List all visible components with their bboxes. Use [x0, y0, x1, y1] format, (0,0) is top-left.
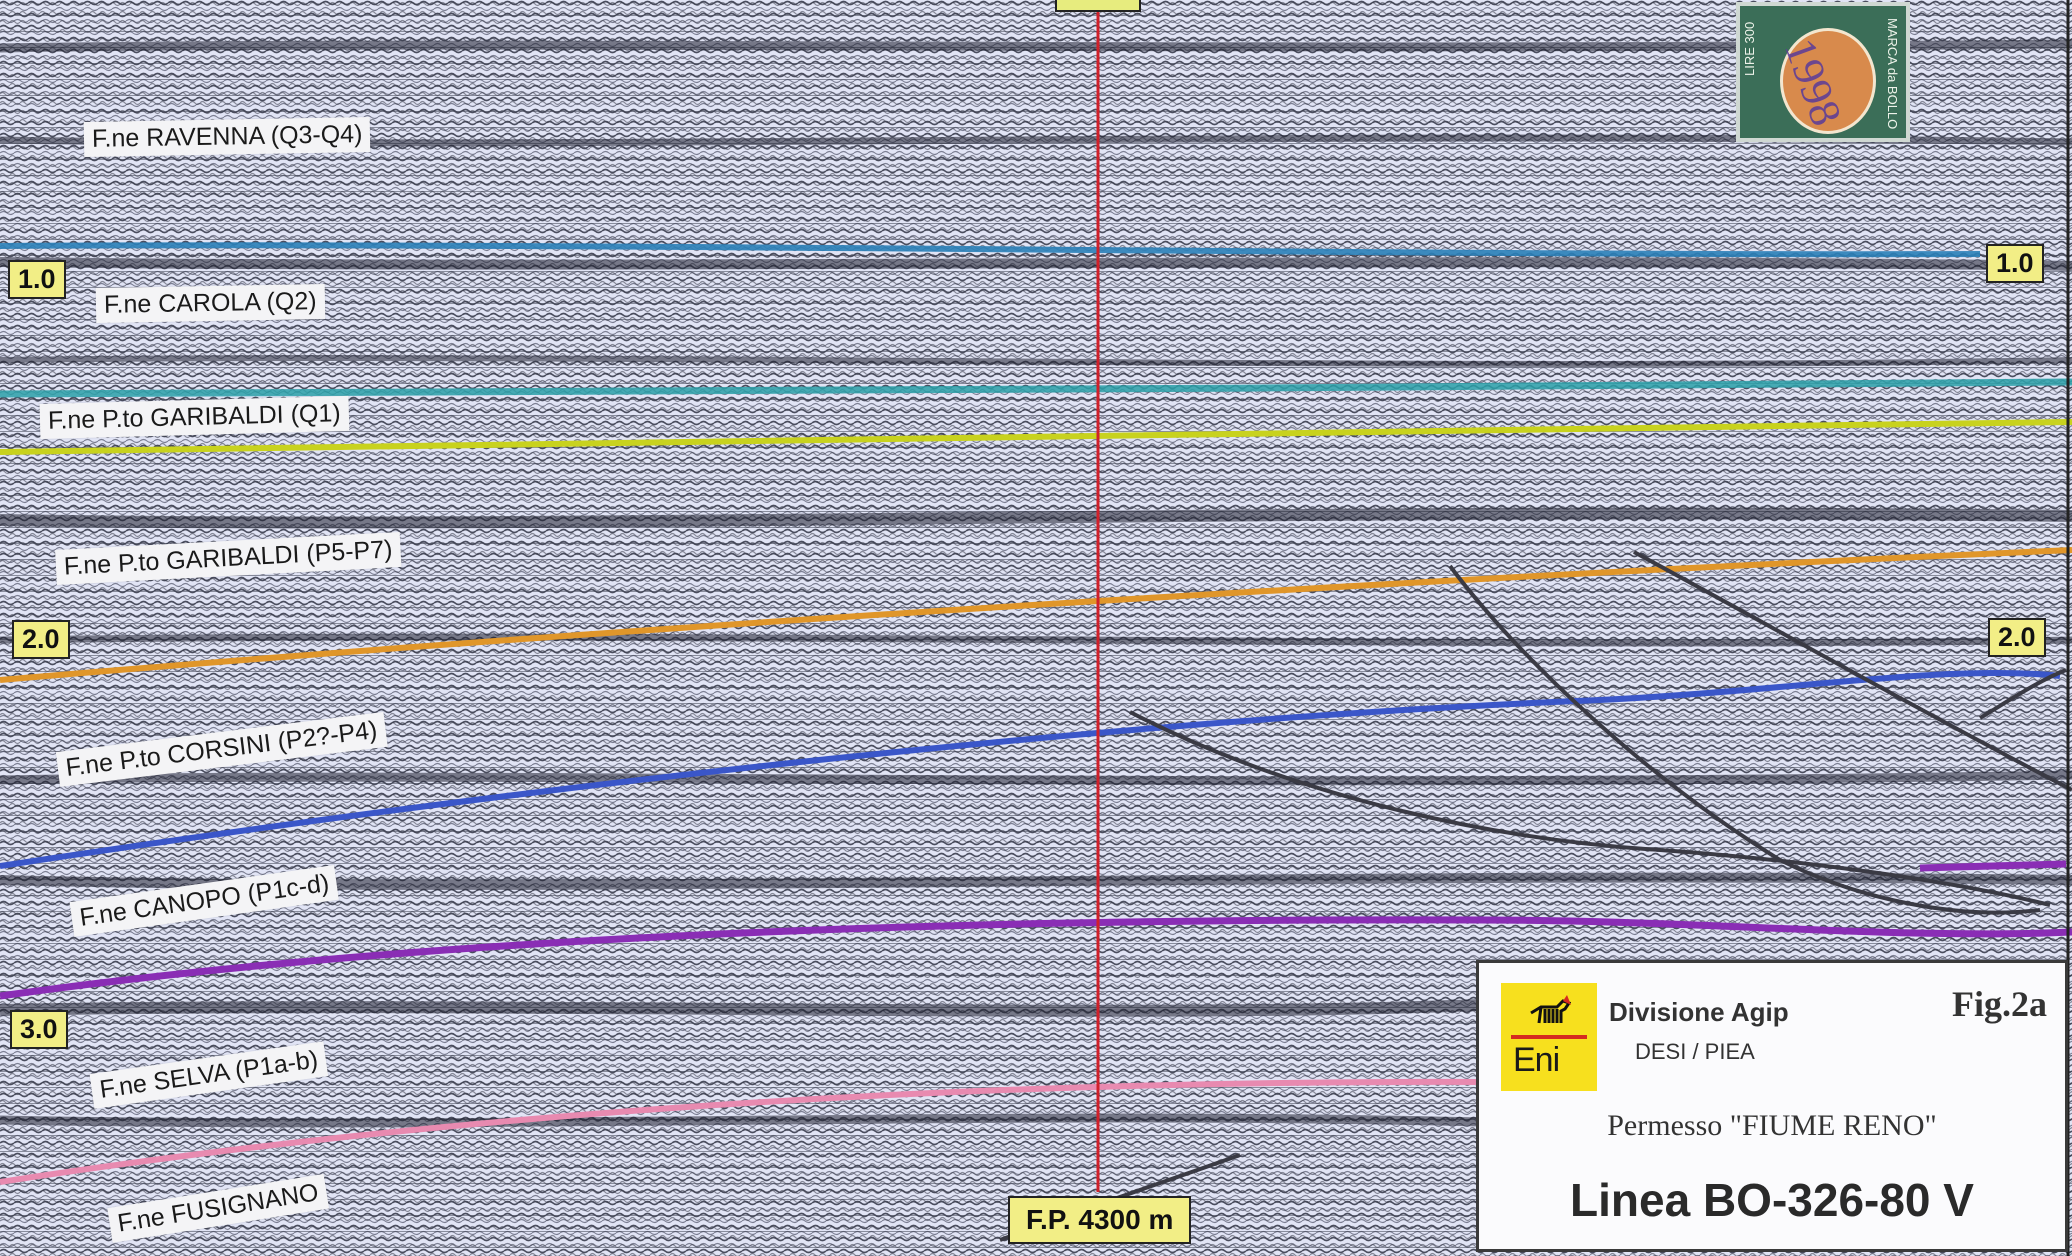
horizon-corsini-base [0, 669, 2061, 869]
fp-label: F.P. 4300 m [1008, 1196, 1192, 1244]
stamp-left-text: LIRE 300 [1742, 21, 1757, 76]
logo-text: Eni [1513, 1041, 1560, 1079]
permit-text: Permesso "FIUME RENO" [1607, 1109, 1937, 1142]
title-block: Eni Divisione Agip DESI / PIEA Fig.2a Pe… [1476, 960, 2068, 1252]
top-marker [1055, 0, 1141, 12]
time-tick-left-3: 3.0 [10, 1010, 68, 1049]
horizon-selva-base [0, 1078, 1481, 1185]
horizon-canopo-right [1919, 860, 2067, 872]
time-tick-left-2: 2.0 [12, 620, 70, 659]
time-tick-left-1: 1.0 [8, 260, 66, 299]
time-tick-right-1: 1.0 [1986, 244, 2044, 283]
horizon-garibaldi-q1-base [0, 419, 2072, 455]
eni-logo: Eni [1501, 983, 1597, 1091]
six-legged-dog-icon [1530, 995, 1571, 1024]
unit-text: DESI / PIEA [1635, 1039, 1755, 1064]
time-tick-right-2: 2.0 [1988, 618, 2046, 657]
line-title: Linea BO-326-80 V [1570, 1174, 1974, 1226]
faults [999, 550, 2072, 1242]
horizon-canopo-base [0, 916, 2072, 1000]
label-carola: F.ne CAROLA (Q2) [95, 284, 325, 323]
logo-red-line [1511, 1035, 1587, 1039]
stamp-right-text: MARCA da BOLLO [1885, 18, 1900, 130]
horizon-garibaldi-p5-base [0, 547, 2072, 683]
revenue-stamp: LIRE 300 MARCA da BOLLO 1998 [1736, 2, 1910, 142]
horizon-ravenna-base [0, 242, 1981, 258]
label-ravenna: F.ne RAVENNA (Q3-Q4) [83, 117, 371, 157]
division-text: Divisione Agip [1609, 997, 1789, 1027]
horizon-carola-base [0, 378, 2072, 398]
figure-number: Fig.2a [1952, 984, 2047, 1024]
stamp-portrait [1780, 28, 1876, 134]
